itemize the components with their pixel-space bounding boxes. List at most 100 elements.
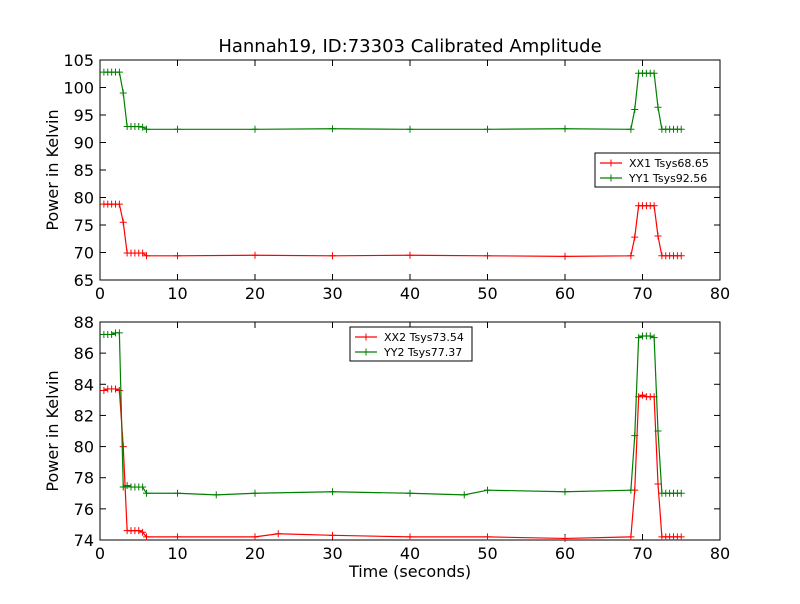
data-point [251, 251, 259, 259]
x-tick-label: 20 [245, 284, 265, 303]
data-point [251, 125, 259, 133]
data-point [627, 533, 635, 541]
data-point [139, 483, 147, 491]
legend-label: XX2 Tsys73.54 [384, 331, 464, 344]
series-line-2 [103, 71, 682, 130]
data-point [484, 125, 491, 133]
data-point [143, 252, 150, 260]
x-tick-label: 60 [555, 284, 575, 303]
x-tick-label: 10 [167, 284, 187, 303]
y-tick-label: 88 [74, 313, 94, 332]
y-tick-label: 78 [74, 469, 94, 488]
data-point [484, 533, 491, 541]
data-point [174, 489, 181, 497]
y-tick-label: 65 [74, 271, 94, 290]
data-point [406, 251, 414, 259]
x-tick-label: 60 [555, 544, 575, 563]
data-point [251, 489, 259, 497]
x-tick-label: 0 [95, 544, 105, 563]
data-point [406, 125, 414, 133]
data-point [654, 427, 662, 435]
legend-box [594, 152, 721, 188]
y-tick-label: 75 [74, 216, 94, 235]
data-point [631, 106, 639, 113]
data-point [627, 125, 635, 133]
legend-marker [607, 159, 615, 167]
y-tick-label: 86 [74, 344, 94, 363]
y-axis-label: Power in Kelvin [43, 109, 62, 230]
data-point [112, 385, 119, 393]
data-point [561, 488, 569, 496]
x-tick-label: 50 [477, 544, 497, 563]
y-tick-label: 70 [74, 244, 94, 263]
y-tick-label: 95 [74, 106, 94, 125]
data-point [561, 252, 569, 260]
legend-marker [607, 174, 615, 182]
x-tick-label: 80 [710, 284, 730, 303]
data-point [627, 252, 635, 260]
data-point [119, 483, 127, 491]
data-point [143, 489, 150, 497]
x-tick-label: 40 [400, 284, 420, 303]
data-point [174, 125, 181, 133]
series-line-2 [103, 332, 682, 496]
data-point [561, 125, 569, 133]
data-point [251, 533, 259, 541]
data-point [139, 123, 147, 131]
data-point [654, 480, 662, 488]
x-tick-label: 70 [632, 544, 652, 563]
data-point [174, 252, 181, 260]
data-point [677, 252, 685, 260]
data-point [139, 528, 147, 536]
x-tick-label: 40 [400, 544, 420, 563]
data-point [677, 533, 685, 541]
y-tick-label: 82 [74, 406, 94, 425]
data-point [635, 334, 643, 342]
chart-title: Hannah19, ID:73303 Calibrated Amplitude [218, 36, 601, 57]
data-point [139, 249, 147, 257]
data-point [639, 391, 646, 399]
data-point [108, 330, 116, 338]
y-tick-label: 105 [63, 51, 94, 70]
legend-label: YY2 Tsys77.37 [383, 346, 462, 359]
data-point [677, 489, 685, 497]
legend-box [349, 326, 473, 362]
y-axis-label: Power in Kelvin [43, 370, 62, 491]
data-point [650, 69, 658, 77]
x-tick-label: 30 [322, 284, 342, 303]
data-point [135, 123, 143, 131]
data-point [654, 232, 662, 240]
data-point [484, 486, 491, 494]
data-point [174, 533, 181, 541]
data-point [119, 89, 127, 97]
data-point [143, 533, 150, 541]
legend-marker [362, 333, 370, 341]
data-point [135, 527, 143, 535]
data-point [646, 332, 654, 340]
data-point [100, 387, 108, 395]
data-point [627, 486, 635, 494]
data-point [115, 68, 123, 76]
data-point [561, 534, 569, 542]
y-tick-label: 90 [74, 134, 94, 153]
y-tick-label: 80 [74, 189, 94, 208]
y-tick-label: 100 [63, 79, 94, 98]
data-point [123, 482, 131, 489]
data-point [119, 443, 127, 451]
data-point [650, 202, 658, 210]
x-tick-label: 80 [710, 544, 730, 563]
legend-label: YY1 Tsys92.56 [628, 172, 707, 185]
data-point [119, 218, 127, 226]
data-point [460, 491, 468, 499]
x-tick-label: 30 [322, 544, 342, 563]
x-tick-label: 0 [95, 284, 105, 303]
x-axis-label: Time (seconds) [348, 562, 471, 581]
data-point [329, 125, 336, 133]
data-point [274, 530, 282, 538]
x-tick-label: 50 [477, 284, 497, 303]
data-point [631, 233, 639, 241]
data-point [212, 491, 220, 499]
y-tick-label: 85 [74, 161, 94, 180]
